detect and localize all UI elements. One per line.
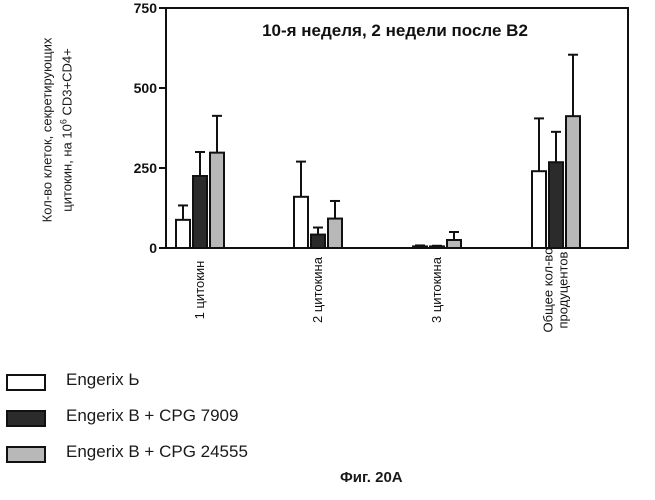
y-axis-label-line2: цитокин, на 10 xyxy=(59,124,75,212)
bar xyxy=(175,218,191,249)
legend-swatch-series-1 xyxy=(6,374,46,391)
bar xyxy=(192,175,208,249)
bar xyxy=(548,161,564,250)
bar xyxy=(327,217,343,249)
y-axis-label-line1: Кол-во клеток, секретирующих xyxy=(39,37,55,223)
bar xyxy=(412,245,428,249)
chart-title: 10-я неделя, 2 недели после В2 xyxy=(262,21,528,40)
x-category-label: 2 цитокина xyxy=(310,256,325,323)
y-tick-label: 500 xyxy=(134,80,158,96)
bar xyxy=(565,115,581,249)
legend-label-series-3: Engerix B + CPG 24555 xyxy=(66,442,248,461)
bar xyxy=(531,170,547,249)
x-category-label: Общее кол-во xyxy=(541,248,556,333)
plot-frame xyxy=(165,7,629,249)
bar xyxy=(446,239,462,249)
y-tick-label: 750 xyxy=(134,0,158,16)
legend-label-series-1: Engerix Ь xyxy=(66,370,140,389)
x-category-label: 3 цитокина xyxy=(429,256,444,323)
y-tick-label: 0 xyxy=(149,240,157,256)
bar xyxy=(293,195,309,250)
legend-swatch-series-3 xyxy=(6,446,46,463)
legend-swatch-series-2 xyxy=(6,410,46,427)
chart-svg: 0 250 500 750 10-я неделя, 2 недели после В2… xyxy=(134,0,629,333)
y-axis-label: Кол-во клеток, секретирующих цитокин, на… xyxy=(12,0,102,260)
legend-label-series-2: Engerix B + CPG 7909 xyxy=(66,406,239,425)
bar xyxy=(310,233,326,249)
figure-caption: Фиг. 20А xyxy=(340,469,403,486)
bar xyxy=(209,151,225,249)
y-axis-label-exponent: 6 xyxy=(58,119,69,125)
y-tick-label: 250 xyxy=(134,160,158,176)
x-category-label: продуцентов xyxy=(556,251,571,328)
x-category-label: 1 цитокин xyxy=(192,261,207,320)
y-axis-label-line2-end: CD3+CD4+ xyxy=(59,48,75,120)
